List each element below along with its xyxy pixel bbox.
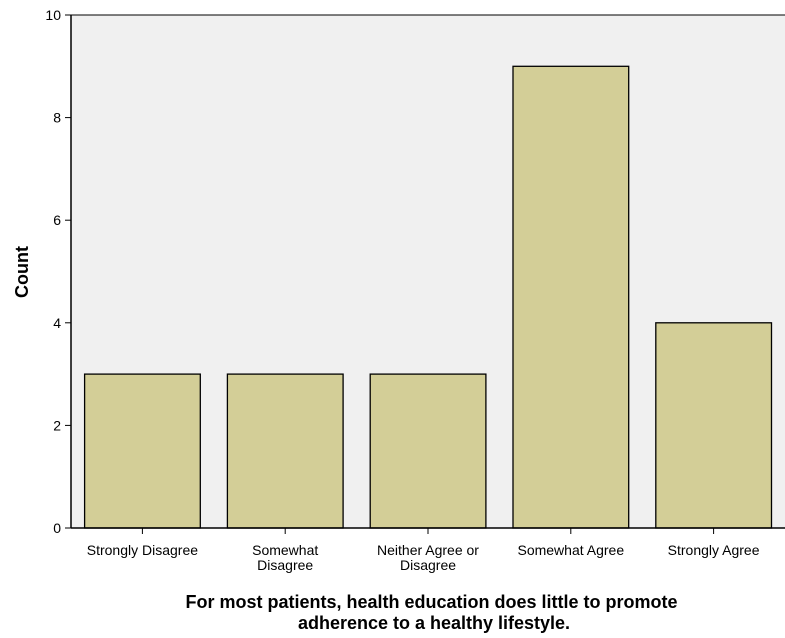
y-ticks-group: 0 2 4 6 8 10	[45, 7, 71, 536]
y-tick-label: 2	[53, 417, 61, 433]
x-category-label: Somewhat Disagree	[252, 542, 318, 573]
x-category-label-line: Disagree	[257, 557, 313, 573]
y-tick-label: 8	[53, 110, 61, 126]
x-axis-title: For most patients, health education does…	[185, 592, 682, 633]
x-category-label: Strongly Agree	[668, 542, 760, 558]
y-tick-label: 6	[53, 212, 61, 228]
x-category-label-line: Disagree	[400, 557, 456, 573]
x-category-label-line: Somewhat Agree	[517, 542, 624, 558]
y-tick-label: 4	[53, 315, 61, 331]
x-category-label-line: Strongly Agree	[668, 542, 760, 558]
x-category-label: Neither Agree or Disagree	[377, 542, 479, 573]
bar-5	[655, 322, 773, 529]
bar-2	[226, 373, 344, 529]
x-category-label-line: Neither Agree or	[377, 542, 479, 558]
x-category-label-line: Somewhat	[252, 542, 318, 558]
x-category-label: Strongly Disagree	[87, 542, 198, 558]
bar-1	[83, 373, 201, 529]
y-tick-label: 10	[45, 7, 61, 23]
x-category-label-line: Strongly Disagree	[87, 542, 198, 558]
x-axis-title-line-2: adherence to a healthy lifestyle.	[298, 613, 570, 633]
x-category-label: Somewhat Agree	[517, 542, 624, 558]
x-ticks-group: Strongly Disagree Somewhat DisagreeNeither…	[87, 528, 760, 573]
bars-group	[83, 65, 773, 529]
bar-3	[369, 373, 487, 529]
bar-4	[512, 65, 630, 529]
y-axis-title: Count	[12, 246, 32, 298]
y-tick-label: 0	[53, 520, 61, 536]
x-axis-title-line-1: For most patients, health education does…	[185, 592, 677, 612]
